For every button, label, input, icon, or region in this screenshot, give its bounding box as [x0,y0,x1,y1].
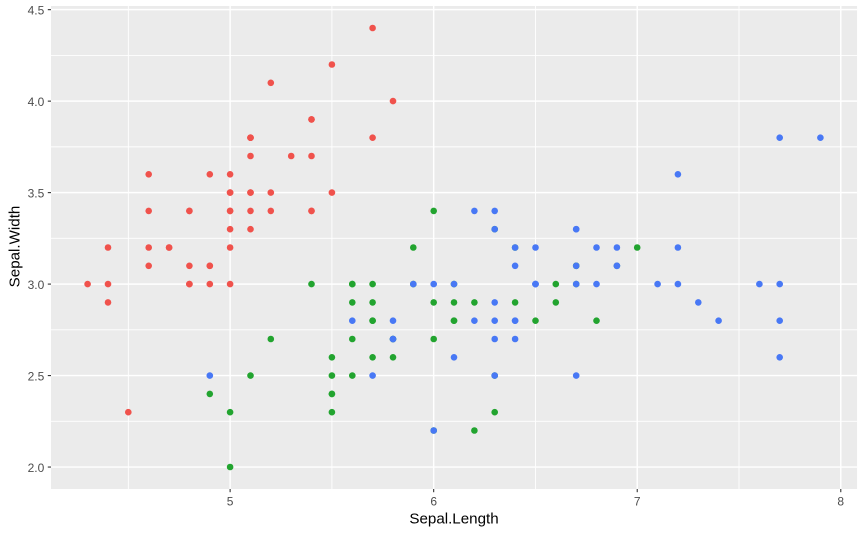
svg-text:3.5: 3.5 [28,187,45,201]
svg-text:8: 8 [837,495,844,509]
svg-text:2.5: 2.5 [28,370,45,384]
svg-text:7: 7 [634,495,641,509]
svg-text:6: 6 [430,495,437,509]
svg-text:5: 5 [227,495,234,509]
svg-text:Sepal.Width: Sepal.Width [6,206,23,288]
svg-text:4.0: 4.0 [28,95,45,109]
svg-text:4.5: 4.5 [28,4,45,18]
svg-text:2.0: 2.0 [28,461,45,475]
svg-text:3.0: 3.0 [28,278,45,292]
svg-text:Sepal.Length: Sepal.Length [409,511,498,528]
